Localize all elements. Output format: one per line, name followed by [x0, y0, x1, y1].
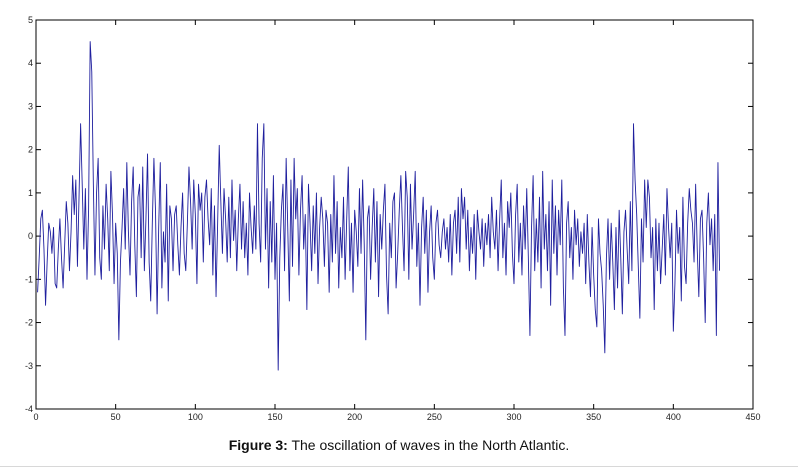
x-tick-label-50: 50 — [111, 412, 121, 422]
bottom-divider — [0, 466, 798, 467]
y-tick-label--3: -3 — [25, 361, 33, 371]
x-tick-label-250: 250 — [427, 412, 442, 422]
x-tick-label-400: 400 — [666, 412, 681, 422]
y-tick-label-1: 1 — [28, 188, 33, 198]
caption-prefix: Figure 3: — [228, 437, 288, 453]
series-line-0 — [37, 41, 720, 371]
y-tick-label--4: -4 — [25, 404, 33, 414]
y-tick-label-5: 5 — [28, 15, 33, 25]
y-tick-label--1: -1 — [25, 274, 33, 284]
y-tick-label-0: 0 — [28, 231, 33, 241]
y-tick-label-4: 4 — [28, 58, 33, 68]
figure-caption: Figure 3: The oscillation of waves in th… — [0, 437, 798, 453]
y-tick-label-3: 3 — [28, 101, 33, 111]
x-tick-label-350: 350 — [586, 412, 601, 422]
y-tick-label--2: -2 — [25, 318, 33, 328]
x-tick-label-450: 450 — [745, 412, 760, 422]
x-tick-label-300: 300 — [506, 412, 521, 422]
caption-text: The oscillation of waves in the North At… — [287, 437, 570, 453]
y-tick-label-2: 2 — [28, 145, 33, 155]
x-tick-label-150: 150 — [267, 412, 282, 422]
x-tick-label-100: 100 — [188, 412, 203, 422]
x-tick-label-200: 200 — [347, 412, 362, 422]
x-tick-label-0: 0 — [33, 412, 38, 422]
